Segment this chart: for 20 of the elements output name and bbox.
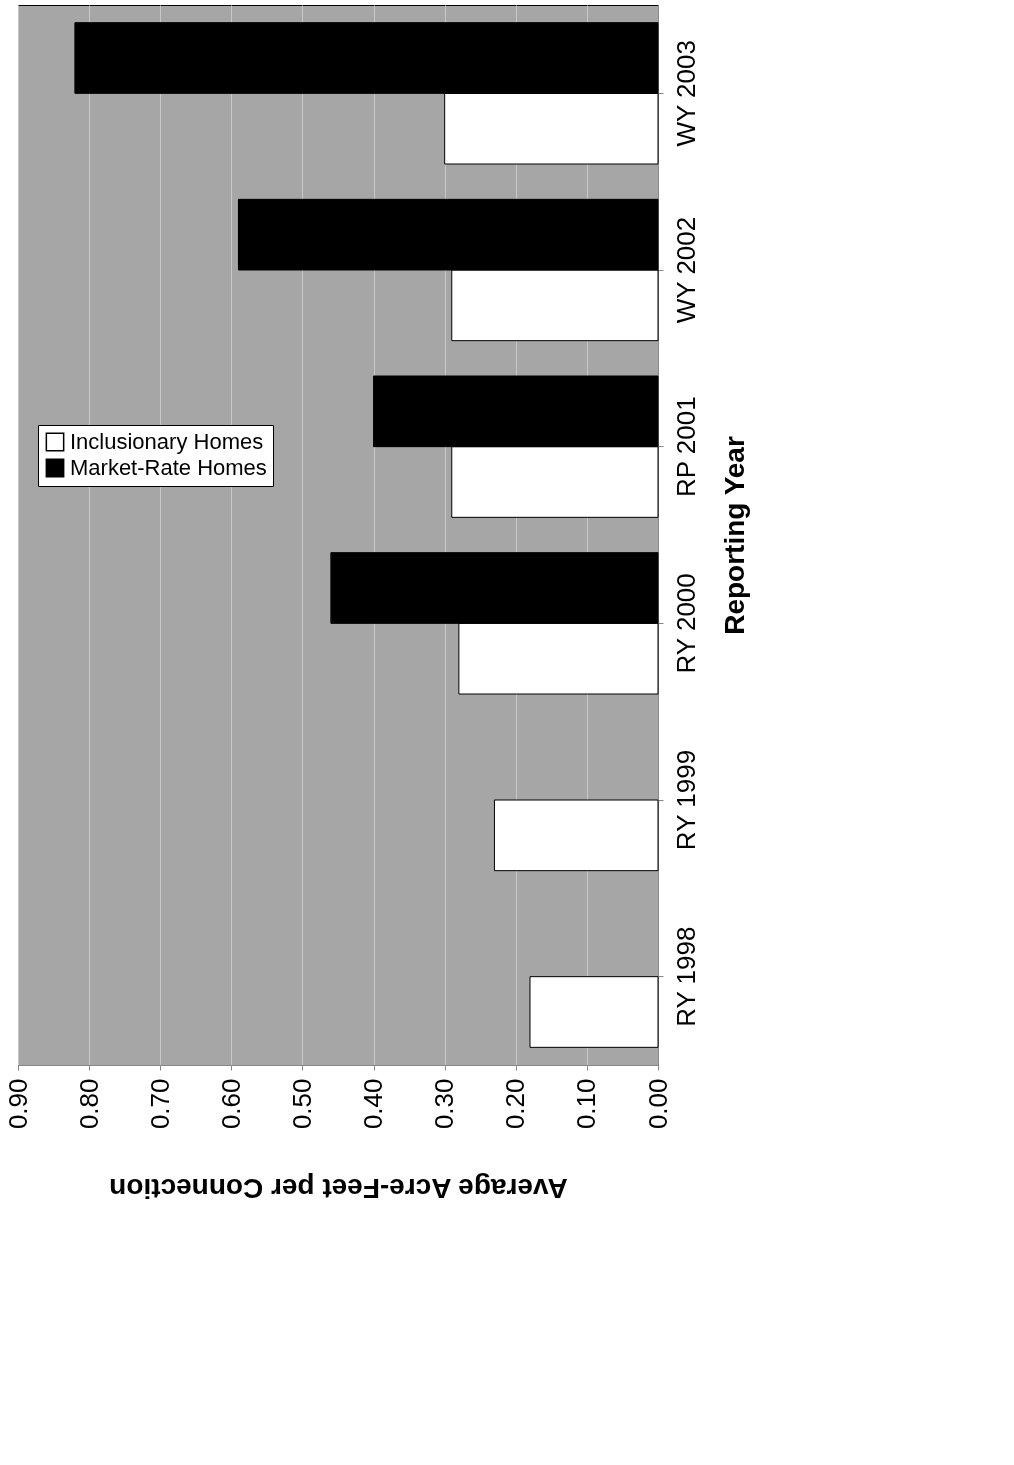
y-tick-label: RP 2001 <box>670 396 701 498</box>
x-tick-label: 0.60 <box>215 1078 246 1130</box>
y-tick-label: RY 2000 <box>670 573 701 674</box>
legend-label: Market-Rate Homes <box>70 455 267 480</box>
y-tick-label: WY 2003 <box>670 40 701 147</box>
legend-label: Inclusionary Homes <box>70 429 264 454</box>
x-tick-label: 0.20 <box>500 1078 531 1130</box>
x-tick-label: 0.40 <box>358 1078 389 1130</box>
x-tick-label: 0.70 <box>144 1078 175 1130</box>
y-axis-title: Reporting Year <box>718 436 750 635</box>
x-tick-label: 0.80 <box>73 1078 104 1130</box>
x-tick-label: 0.00 <box>642 1078 673 1130</box>
x-axis-title: Average Acre-Feet per Connection <box>109 1173 568 1205</box>
y-tick-label: RY 1998 <box>670 926 701 1027</box>
x-tick-label: 0.30 <box>429 1078 460 1130</box>
y-tick-label: WY 2002 <box>670 216 701 324</box>
x-tick-label: 0.90 <box>2 1078 33 1130</box>
y-tick-label: RY 1999 <box>670 749 701 851</box>
x-tick-label: 0.50 <box>286 1078 317 1130</box>
x-tick-label: 0.10 <box>571 1078 602 1130</box>
